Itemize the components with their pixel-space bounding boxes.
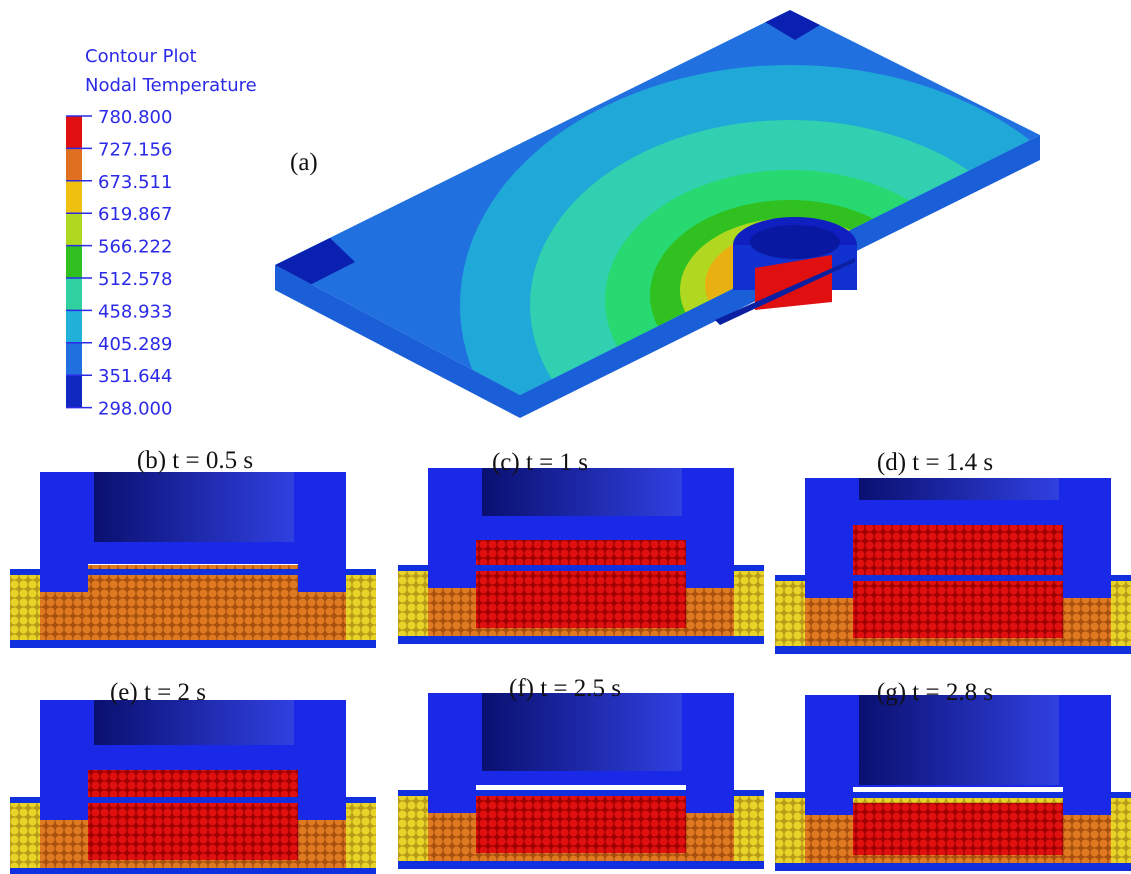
base-plate [398,636,764,644]
tool-leg [298,700,346,820]
tool-leg [40,472,88,592]
tool-pin [482,693,682,771]
plug [476,540,686,628]
tool-leg [428,468,476,588]
legend-label: 727.156 [98,139,172,160]
base-plate [10,640,376,648]
legend-label: 673.511 [98,172,172,193]
legend-band [66,375,82,407]
tool-leg [805,478,853,598]
panel-label: (b) t = 0.5 s [137,447,253,474]
legend-label: 566.222 [98,237,172,258]
tool-leg [805,695,853,815]
panel-label: (g) t = 2.8 s [877,679,993,706]
tool-leg [1063,478,1111,598]
figure: Contour Plot Nodal Temperature 780.800 72… [0,0,1131,874]
legend-band [66,181,82,213]
plug [853,525,1063,638]
tool-pin [94,700,294,745]
panel-label: (d) t = 1.4 s [877,449,993,476]
plug [853,803,1063,855]
panel [10,472,376,648]
legend-label: 351.644 [98,366,172,387]
panel [775,695,1131,871]
panel [398,693,764,869]
panel-label: (f) t = 2.5 s [509,675,621,702]
tool-leg [298,472,346,592]
legend-label: 780.800 [98,107,172,128]
panel-label: (a) [290,149,318,176]
legend-label: 619.867 [98,204,172,225]
legend-band [66,148,82,180]
panel [10,700,376,874]
tool-leg [40,700,88,820]
panel [398,468,764,644]
legend: 780.800 727.156 673.511 619.867 566.222 512.5… [66,107,172,420]
legend-band [66,278,82,310]
base-plate [775,863,1131,871]
plug [88,770,298,860]
base-plate [775,646,1131,654]
legend-title: Nodal Temperature [85,75,257,96]
base-plate [398,861,764,869]
panels: (b) t = 0.5 s (c) t = 1 s (d) t = 1.4 s (e)… [10,447,1131,874]
legend-title: Contour Plot [85,46,197,67]
tool-leg [686,468,734,588]
legend-label: 512.578 [98,269,172,290]
legend-band [66,246,82,278]
tool-pin [859,478,1059,500]
base-plate [10,868,376,874]
panel-label: (e) t = 2 s [110,679,206,706]
plug [88,565,298,632]
tool-pin [94,472,294,542]
legend-band [66,116,82,148]
plug [476,793,686,853]
tool-pin [859,695,1059,785]
legend-label: 298.000 [98,399,172,420]
panel-label: (c) t = 1 s [492,449,588,476]
tool-leg [686,693,734,813]
tool-leg [428,693,476,813]
panel [775,478,1131,654]
legend-band [66,343,82,375]
tool-leg [1063,695,1111,815]
legend-label: 405.289 [98,334,172,355]
legend-label: 458.933 [98,301,172,322]
legend-band [66,213,82,245]
legend-band [66,310,82,342]
